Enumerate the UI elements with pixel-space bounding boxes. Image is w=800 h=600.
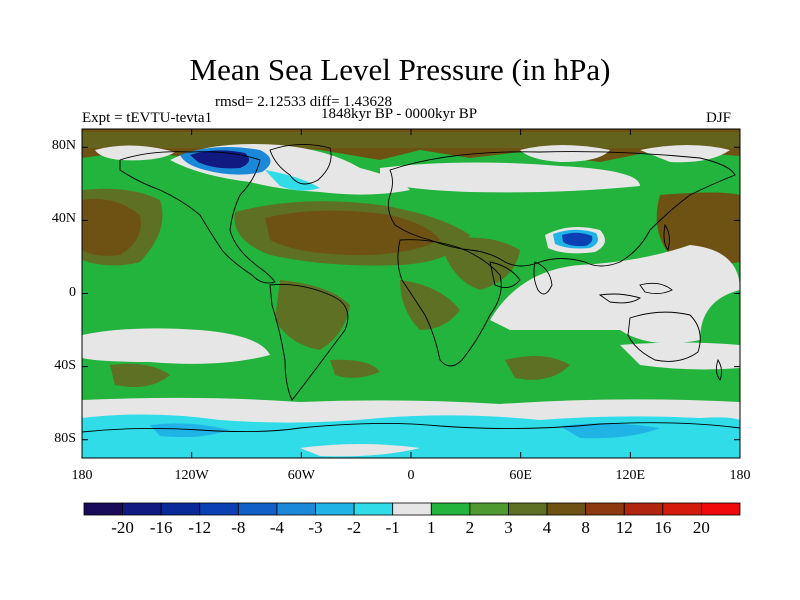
tick-marks (81, 129, 741, 458)
colorbar-label: 8 (581, 518, 590, 537)
colorbar-box (353, 502, 394, 516)
colorbar-label: -12 (188, 518, 212, 537)
colorbar (83, 502, 741, 516)
colorbar-box (392, 502, 432, 516)
y-tick-label: 0 (69, 284, 76, 300)
y-tick-label: 80N (51, 138, 76, 154)
period-label: 1848kyr BP - 0000kyr BP (321, 106, 478, 122)
colorbar-box (585, 502, 625, 516)
x-tick-label: 60W (287, 468, 315, 483)
colorbar-box (662, 502, 702, 516)
colorbar-label: -2 (347, 518, 362, 537)
stats-line: rmsd= 2.12533 diff= 1.43628 (215, 94, 393, 110)
x-tick-label: 0 (407, 468, 415, 483)
colorbar-label: -3 (308, 518, 323, 537)
colorbar-label: 4 (542, 518, 552, 537)
colorbar-box (83, 502, 123, 516)
colorbar-box (469, 502, 509, 516)
colorbar-label: -4 (269, 518, 285, 537)
y-tick-label: 80S (54, 430, 76, 446)
colorbar-box (508, 502, 548, 516)
x-tick-label: 60E (509, 468, 532, 483)
chart-title: Mean Sea Level Pressure (in hPa) (189, 52, 611, 87)
x-tick-label: 120E (615, 468, 646, 483)
colorbar-box (199, 502, 239, 516)
colorbar-box (430, 502, 471, 516)
colorbar-box (623, 502, 664, 516)
x-tick-label: 120W (174, 468, 209, 483)
x-tick-label: 180 (71, 468, 93, 483)
colorbar-label: 16 (654, 518, 672, 537)
colorbar-label: 20 (692, 518, 710, 537)
colorbar-box (237, 502, 278, 516)
colorbar-box (701, 502, 741, 516)
colorbar-label: 3 (504, 518, 513, 537)
colorbar-label: -1 (385, 518, 400, 537)
x-tick-label: 180 (729, 468, 751, 483)
y-tick-label: 40S (54, 357, 76, 373)
colorbar-label: 2 (465, 518, 475, 537)
colorbar-label: 1 (427, 518, 436, 537)
colorbar-box (546, 502, 587, 516)
colorbar-box (122, 502, 162, 516)
colorbar-label: -20 (111, 518, 134, 537)
colorbar-label: 12 (615, 518, 633, 537)
y-tick-label: 40N (51, 211, 76, 227)
experiment-label: Expt = tEVTU-tevta1 (82, 110, 213, 126)
colorbar-box (160, 502, 201, 516)
colorbar-label: -16 (149, 518, 173, 537)
season-label: DJF (706, 110, 732, 126)
colorbar-box (315, 502, 355, 516)
colorbar-box (276, 502, 316, 516)
coastlines (82, 144, 740, 433)
colorbar-label: -8 (231, 518, 246, 537)
